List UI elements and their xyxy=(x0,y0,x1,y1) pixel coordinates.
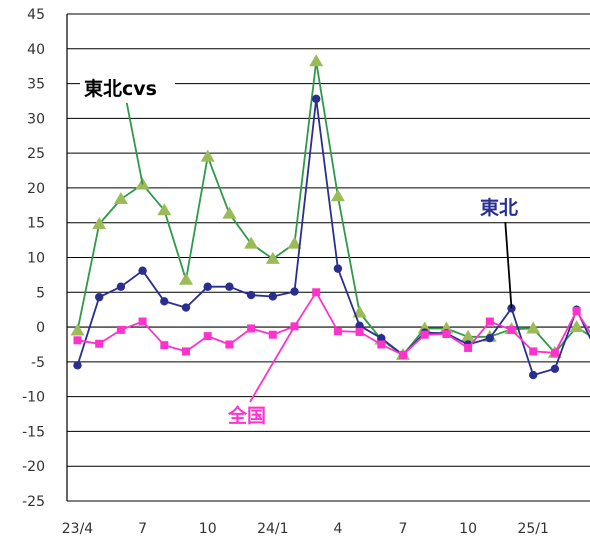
series-layer xyxy=(70,54,590,380)
series-2-point xyxy=(138,317,147,326)
series-0-point xyxy=(222,206,237,219)
annotation-leader-0 xyxy=(125,98,144,185)
series-2-point xyxy=(116,325,125,334)
x-tick-label: 4 xyxy=(333,521,342,537)
series-2-point xyxy=(333,327,342,336)
series-1-point xyxy=(333,264,343,273)
series-0-point xyxy=(461,329,476,342)
series-2-point xyxy=(73,336,82,345)
y-tick-label: -20 xyxy=(22,459,45,475)
x-tick-label: 7 xyxy=(138,521,147,537)
series-2-point xyxy=(182,347,190,356)
series-1-point xyxy=(73,361,82,370)
series-0-point xyxy=(92,217,107,230)
series-0-point xyxy=(179,272,193,285)
series-1-point xyxy=(225,282,234,291)
series-2-line xyxy=(77,291,590,356)
y-tick-label: -25 xyxy=(22,494,45,510)
series-2-point xyxy=(464,343,473,352)
y-tick-label: 5 xyxy=(36,285,45,301)
y-axis-ticks: 45 40 35 30 25 20 15 10 5 0 -5 -10 -15 -20 -25 xyxy=(22,7,45,510)
series-1-point xyxy=(550,364,560,374)
series-2-point xyxy=(507,325,516,334)
series-2-point xyxy=(95,339,104,348)
series-2-point xyxy=(550,348,559,357)
series-2-point xyxy=(203,332,212,341)
annotation-label-0: 東北cvs xyxy=(84,77,157,100)
series-2-point xyxy=(420,330,429,339)
series-0-point xyxy=(265,251,280,264)
series-1-point xyxy=(116,282,126,291)
series-1-point xyxy=(355,321,364,330)
y-tick-label: -10 xyxy=(22,390,45,406)
series-0-point xyxy=(113,192,128,205)
y-tick-label: -5 xyxy=(31,355,45,371)
annotation-label-2: 全国 xyxy=(227,404,266,427)
y-tick-label: 35 xyxy=(27,77,45,93)
y-tick-label: 40 xyxy=(27,42,45,58)
x-tick-label: 10 xyxy=(199,521,217,537)
series-1-point xyxy=(246,290,256,300)
x-tick-label: 10 xyxy=(459,521,477,537)
series-1-point xyxy=(312,94,321,104)
annotation-bg-1 xyxy=(476,196,542,222)
series-2-point xyxy=(160,341,169,350)
x-tick-label: 7 xyxy=(399,521,408,537)
y-tick-label: -15 xyxy=(22,424,45,440)
x-tick-label: 24/1 xyxy=(257,521,288,537)
series-1-point xyxy=(529,370,538,380)
series-0-point xyxy=(526,321,541,334)
series-1-point xyxy=(160,297,169,306)
series-2-point xyxy=(572,307,581,316)
series-0-point xyxy=(569,320,584,333)
y-tick-label: 20 xyxy=(27,181,45,197)
series-2-point xyxy=(442,330,451,339)
series-2-point xyxy=(312,288,321,297)
series-0-point xyxy=(200,149,215,162)
series-1-point xyxy=(290,287,299,296)
series-1-point xyxy=(485,334,494,343)
series-0-point xyxy=(287,236,302,249)
annotation-label-1: 東北 xyxy=(480,196,518,219)
y-tick-label: 45 xyxy=(27,7,45,23)
annotation-leader-2 xyxy=(249,325,296,403)
series-1-point xyxy=(268,292,277,301)
annotation-leader-1 xyxy=(504,217,513,309)
x-tick-label: 23/4 xyxy=(62,521,94,537)
series-1-point xyxy=(377,334,386,343)
gridlines xyxy=(67,13,590,502)
series-0-point xyxy=(157,203,172,216)
series-2-point xyxy=(247,324,256,333)
y-tick-label: 25 xyxy=(27,146,45,162)
series-1-point xyxy=(181,303,191,312)
annotation-bg-0 xyxy=(80,77,175,103)
series-1-point xyxy=(95,292,104,302)
series-2-point xyxy=(225,340,234,349)
series-2-point xyxy=(377,340,386,349)
series-0-point xyxy=(244,236,259,249)
y-tick-label: 30 xyxy=(27,111,45,127)
series-2-point xyxy=(355,327,364,336)
series-2-point xyxy=(529,347,538,356)
series-0-point xyxy=(330,189,345,202)
series-2-point xyxy=(485,317,494,326)
y-tick-label: 0 xyxy=(36,320,45,336)
annotation-bg-2 xyxy=(224,404,286,430)
series-0-point xyxy=(309,54,324,67)
series-1-point xyxy=(203,282,212,291)
series-0-point xyxy=(70,323,85,336)
y-tick-label: 15 xyxy=(27,216,45,232)
series-1-point xyxy=(138,266,147,275)
series-2-point xyxy=(399,350,407,359)
y-tick-label: 10 xyxy=(27,251,45,267)
x-tick-label: 25/1 xyxy=(517,521,548,537)
series-2-point xyxy=(268,330,277,339)
